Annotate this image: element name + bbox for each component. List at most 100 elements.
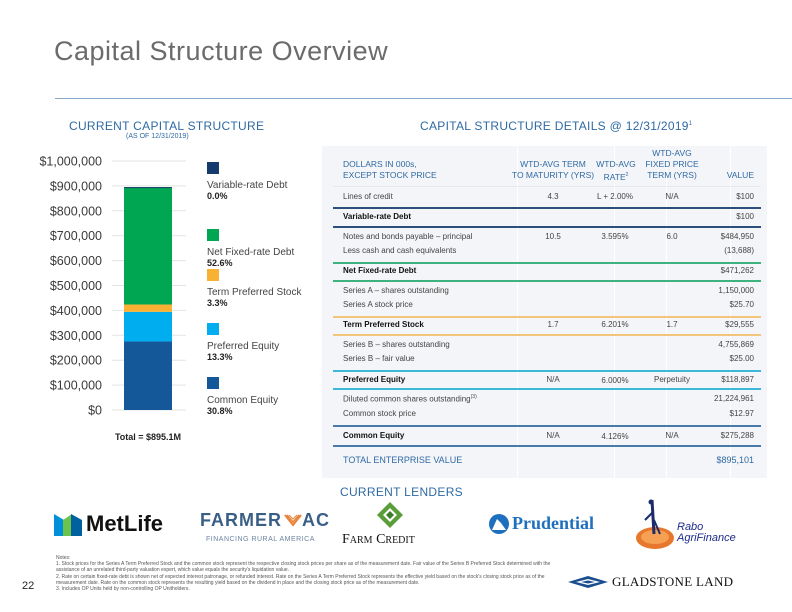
legend-percent: 30.8% (207, 406, 233, 416)
row-term: 4.3 (547, 192, 559, 201)
note-3: 3. Includes OP Units held by non-control… (56, 586, 190, 593)
row-value: $484,950 (720, 232, 754, 241)
row-fixed-term: N/A (665, 431, 679, 440)
row-value: 21,224,961 (713, 394, 754, 403)
term-preferred-line (333, 334, 761, 336)
details-heading-text: CAPITAL STRUCTURE DETAILS @ 12/31/2019 (420, 119, 689, 133)
row-label: Lines of credit (343, 192, 393, 201)
row-value: (13,688) (724, 246, 754, 255)
row-fixed-term: N/A (665, 192, 679, 201)
chart-y-axis: $0 $100,000 $200,000 $300,000 $400,000 $500,0… (39, 155, 102, 418)
col-header-line: TERM (YRS) (647, 170, 697, 180)
row-value: $118,897 (721, 375, 754, 384)
metlife-icon (54, 514, 82, 536)
y-tick-label: $200,000 (50, 354, 102, 368)
title-divider (55, 98, 792, 99)
row-value: $100 (736, 212, 754, 221)
col-header-value: VALUE (726, 170, 754, 180)
capital-structure-heading: CURRENT CAPITAL STRUCTURE (69, 119, 265, 133)
legend-label: Term Preferred Stock (207, 287, 302, 298)
row-value: $25.00 (729, 354, 754, 363)
col-header-fixed-term: WTD-AVG FIXED PRICE TERM (YRS) (640, 148, 704, 181)
col-header-rate-footnote: 2 (625, 172, 629, 178)
y-tick-label: $400,000 (50, 304, 102, 318)
details-table (322, 146, 767, 478)
row-label: Series A stock price (343, 300, 413, 309)
lenders-heading: CURRENT LENDERS (340, 485, 463, 499)
row-label-text: Variable-rate Debt (343, 212, 412, 221)
row-fixed-term: 1.7 (666, 320, 678, 329)
col-header-rate: WTD-AVG RATE2 (592, 159, 640, 183)
row-value: 1,150,000 (718, 286, 754, 295)
row-label-text: Series A stock price (343, 300, 413, 309)
row-fixed-term: Perpetuity (653, 375, 691, 384)
row-rate: 4.126% (601, 432, 629, 441)
col-header-line: RATE2 (592, 170, 640, 183)
y-tick-label: $100,000 (50, 379, 102, 393)
rabo-wordmark: Rabo (677, 521, 704, 533)
prudential-wordmark: Prudential (512, 513, 595, 533)
legend-swatch (207, 162, 219, 174)
capital-structure-chart: $0 $100,000 $200,000 $300,000 $400,000 $500,0… (39, 155, 186, 442)
farm-credit-leaf-icon (377, 502, 403, 528)
legend-label: Variable-rate Debt (207, 180, 288, 191)
row-fixed-term: 6.0 (666, 232, 678, 241)
row-rate: 3.595% (601, 232, 629, 241)
term-preferred-line (333, 316, 761, 318)
row-value: $471,262 (720, 266, 754, 275)
row-value: $25.70 (729, 300, 754, 309)
preferred-equity-line (333, 388, 761, 390)
col-header-line: WTD-AVG TERM (520, 159, 586, 169)
legend-percent: 13.3% (207, 352, 233, 362)
row-label-text: Diluted common shares outstanding (343, 394, 471, 404)
legend-swatch (207, 229, 219, 241)
column-separator (614, 146, 615, 478)
row-value: $12.97 (729, 409, 754, 418)
prudential-rock-icon (489, 514, 509, 534)
fixed-rate-line (333, 262, 761, 264)
column-separator (730, 146, 731, 478)
row-label: Less cash and cash equivalents (343, 246, 456, 255)
y-tick-label: $0 (88, 404, 102, 418)
row-label: Diluted common shares outstanding(3) (343, 394, 477, 404)
page-title: Capital Structure Overview (54, 36, 389, 66)
agrifinance-wordmark: AgriFinance (677, 532, 736, 544)
bar-segment-term-preferred-stock (124, 304, 172, 312)
capital-structure-subheading: (AS OF 12/31/2019) (126, 133, 189, 140)
row-label-text: Notes and bonds payable – principal (343, 232, 473, 241)
y-tick-label: $800,000 (50, 204, 102, 218)
details-heading: CAPITAL STRUCTURE DETAILS @ 12/31/20191 (420, 119, 692, 133)
row-label: Series A – shares outstanding (343, 286, 449, 295)
y-tick-label: $900,000 (50, 179, 102, 193)
row-label: Common stock price (343, 409, 416, 418)
y-tick-label: $300,000 (50, 329, 102, 343)
note-2: 2. Rate on certain fixed-rate debt is sh… (56, 573, 545, 586)
row-label: Net Fixed-rate Debt (343, 266, 416, 275)
common-equity-line (333, 425, 761, 427)
col-header-term: WTD-AVG TERM TO MATURITY (YRS) (500, 159, 606, 181)
row-label: Notes and bonds payable – principal (343, 232, 472, 241)
y-tick-label: $500,000 (50, 279, 102, 293)
rabo-agrifinance-logo: Rabo AgriFinance (635, 498, 745, 550)
row-value: $100 (736, 192, 754, 201)
row-label-text: Series B – shares outstanding (343, 340, 450, 349)
gladstone-wordmark: GLADSTONE LAND (612, 574, 734, 589)
legend-percent: 52.6% (207, 258, 233, 268)
row-label-text: Net Fixed-rate Debt (343, 266, 417, 275)
row-rate: L + 2.00% (597, 192, 633, 201)
column-separator (517, 146, 518, 478)
row-value: $895,101 (716, 455, 754, 465)
legend-label: Common Equity (207, 395, 279, 406)
preferred-equity-line (333, 370, 761, 372)
row-label: Preferred Equity (343, 375, 405, 384)
chart-total-annotation: Total = $895.1M (115, 432, 181, 442)
row-label: TOTAL ENTERPRISE VALUE (343, 455, 462, 465)
col-header-line: TO MATURITY (YRS) (511, 170, 595, 180)
variable-rate-line (333, 207, 761, 209)
row-label-text: Term Preferred Stock (343, 320, 424, 329)
row-value: $29,555 (725, 320, 754, 329)
row-rate: 6.201% (601, 320, 629, 329)
footnotes: Notes: 1. Stock prices for the Series A … (56, 555, 556, 592)
fixed-rate-line (333, 280, 761, 282)
row-label: Common Equity (343, 431, 404, 440)
